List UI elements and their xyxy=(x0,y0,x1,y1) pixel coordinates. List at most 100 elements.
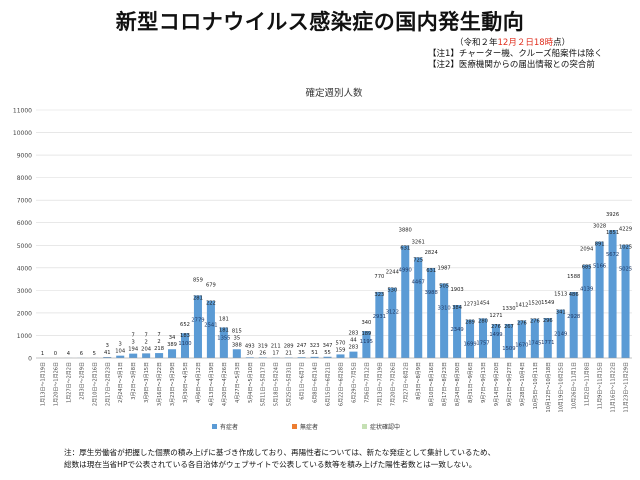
legend-swatch-unknown xyxy=(362,424,367,429)
data-label-symptomatic: 6 xyxy=(80,351,83,357)
x-tick-label: 2月10日～2月16日 xyxy=(92,362,98,406)
data-label-total: 2094 xyxy=(580,247,594,253)
data-label-total: 4229 xyxy=(619,227,632,233)
y-tick-label: 9000 xyxy=(17,153,32,160)
x-tick-label: 3月30日～4月5日 xyxy=(183,362,189,403)
as-of-prefix: （令和２年 xyxy=(455,38,498,48)
data-label-symptomatic: 2149 xyxy=(554,332,567,338)
as-of-note: （令和２年12月２日18時点） xyxy=(455,38,570,49)
y-tick-label: 1000 xyxy=(17,333,32,340)
x-tick-label: 1月13日～1月19日 xyxy=(40,362,46,406)
data-label-asymptomatic: 725 xyxy=(413,257,423,263)
data-label-symptomatic: 5166 xyxy=(593,264,606,270)
x-tick-label: 10月5日～10月11日 xyxy=(533,362,539,409)
bar-symptomatic xyxy=(103,357,112,358)
data-label-symptomatic: 51 xyxy=(311,350,318,356)
data-label-symptomatic: 283 xyxy=(348,345,358,351)
data-label-total: 1273 xyxy=(463,302,476,308)
bar-symptomatic xyxy=(310,356,319,358)
x-tick-label: 4月6日～4月12日 xyxy=(196,362,202,403)
data-label-total: 1549 xyxy=(541,300,554,306)
x-tick-label: 6月8日～6月14日 xyxy=(313,362,319,403)
bar-symptomatic xyxy=(168,349,177,358)
data-label-asymptomatic: 530 xyxy=(387,288,397,294)
x-tick-label: 2月3日～2月9日 xyxy=(79,362,85,400)
data-label-total: 679 xyxy=(206,283,216,289)
x-tick-label: 7月27日～8月2日 xyxy=(403,362,409,403)
data-label-symptomatic: 1499 xyxy=(489,332,502,338)
data-label-symptomatic: 55 xyxy=(324,350,331,356)
bar-symptomatic xyxy=(180,333,190,358)
bar-symptomatic xyxy=(155,353,164,358)
data-label-symptomatic: 4139 xyxy=(580,287,593,293)
data-label-total: 570 xyxy=(336,340,346,346)
chart-title: 確定週別人数 xyxy=(305,87,363,99)
data-label-total: 347 xyxy=(323,343,333,349)
data-label-symptomatic: 1771 xyxy=(541,340,554,346)
data-label-total: 652 xyxy=(180,322,190,328)
data-label-total: 1588 xyxy=(567,274,580,280)
data-label-asymptomatic: 3 xyxy=(132,340,135,346)
data-label-total: 7 xyxy=(157,332,160,338)
x-tick-label: 8月24日～8月30日 xyxy=(455,362,461,406)
data-label-total: 1454 xyxy=(476,300,490,306)
data-label-symptomatic: 2779 xyxy=(191,317,204,323)
y-tick-label: 11000 xyxy=(13,108,32,115)
data-label-asymptomatic: 189 xyxy=(361,331,371,337)
data-label-symptomatic: 218 xyxy=(154,346,164,352)
data-label-total: 2244 xyxy=(386,270,400,276)
y-tick-label: 0 xyxy=(28,356,32,363)
x-tick-label: 8月3日～8月9日 xyxy=(416,362,422,400)
data-label-total: 181 xyxy=(219,316,229,322)
note-1: 【注1】チャーター機、クルーズ船案件は除く xyxy=(428,49,603,59)
bar-symptomatic xyxy=(401,245,410,358)
data-label-symptomatic: 17 xyxy=(272,351,279,357)
x-tick-label: 9月21日～9月27日 xyxy=(507,362,513,406)
x-tick-label: 5月11日～5月17日 xyxy=(261,362,267,406)
page-title: 新型コロナウイルス感染症の国内発生動向 xyxy=(115,10,525,34)
data-label-symptomatic: 389 xyxy=(167,342,177,348)
data-label-asymptomatic: 183 xyxy=(180,333,190,339)
as-of-date: 12月２日18時 xyxy=(497,38,554,48)
data-label-symptomatic: 5025 xyxy=(619,267,632,273)
y-tick-label: 5000 xyxy=(17,243,32,250)
data-label-asymptomatic: 44 xyxy=(350,338,357,344)
x-tick-label: 11月16日～11月22日 xyxy=(611,362,617,412)
data-label-asymptomatic: 1851 xyxy=(606,230,619,236)
x-tick-label: 8月10日～8月16日 xyxy=(429,362,435,406)
bar-symptomatic xyxy=(582,264,591,358)
data-label-total: 2824 xyxy=(425,250,439,256)
bar-symptomatic xyxy=(232,349,241,358)
data-label-total: 247 xyxy=(297,343,307,349)
bar-symptomatic xyxy=(323,356,332,358)
x-tick-label: 6月29日～7月5日 xyxy=(351,362,357,403)
data-label-symptomatic: 4990 xyxy=(399,267,412,273)
data-label-symptomatic: 2349 xyxy=(450,327,463,333)
data-label-asymptomatic: 3 xyxy=(106,343,109,349)
x-tick-label: 11月23日～11月29日 xyxy=(624,362,630,412)
data-label-asymptomatic: 631 xyxy=(400,245,410,251)
bar-symptomatic xyxy=(466,319,475,358)
x-tick-label: 10月12日～10月18日 xyxy=(546,362,552,412)
data-label-asymptomatic: 2 xyxy=(157,339,160,345)
data-label-asymptomatic: 276 xyxy=(491,324,501,330)
data-label-symptomatic: 5672 xyxy=(606,252,619,258)
bar-symptomatic xyxy=(129,353,138,358)
data-label-symptomatic: 1745 xyxy=(528,341,541,347)
data-label-asymptomatic: 222 xyxy=(206,301,216,307)
data-label-asymptomatic: 1025 xyxy=(619,245,632,251)
x-tick-label: 3月9日～3月15日 xyxy=(144,362,150,403)
data-label-asymptomatic: 486 xyxy=(569,292,579,298)
x-tick-label: 2月17日～2月23日 xyxy=(105,362,111,406)
x-tick-label: 10月26日～11月1日 xyxy=(572,362,578,409)
legend-swatch-asymptomatic xyxy=(292,424,297,429)
x-tick-label: 3月23日～3月29日 xyxy=(170,362,176,406)
bar-symptomatic xyxy=(595,241,604,358)
data-label-asymptomatic: 289 xyxy=(465,320,475,326)
x-tick-label: 5月4日～5月10日 xyxy=(248,362,254,403)
x-tick-label: 6月15日～6月21日 xyxy=(326,362,332,406)
data-label-asymptomatic: 323 xyxy=(374,292,384,298)
data-label-total: 1513 xyxy=(554,292,567,298)
data-label-symptomatic: 3988 xyxy=(425,290,438,296)
bar-symptomatic xyxy=(142,353,151,358)
